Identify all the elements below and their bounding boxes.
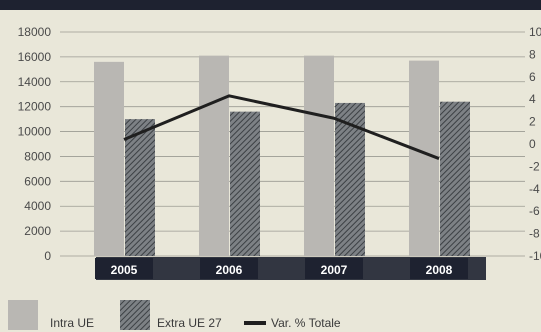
- y-tick-label: 4000: [24, 199, 51, 213]
- y-tick-label: 18000: [18, 25, 52, 39]
- x-tick-label: 2007: [321, 263, 348, 277]
- bar-extra-ue-27: [230, 111, 260, 257]
- x-tick-label: 2008: [426, 263, 453, 277]
- y-tick-label: 10000: [18, 125, 52, 139]
- bar-extra-ue-27: [125, 119, 155, 256]
- y-tick-label: 12000: [18, 100, 52, 114]
- bar-intra-ue: [199, 55, 229, 257]
- y2-tick-label: -10: [529, 249, 541, 263]
- bar-intra-ue: [304, 55, 334, 257]
- legend-swatch-var-totale: [244, 321, 266, 325]
- line-var-totale: [123, 94, 440, 160]
- y2-tick-label: -8: [529, 227, 540, 241]
- header-band: [0, 0, 541, 10]
- bar-extra-ue-27: [440, 101, 470, 256]
- legend-label-intra-ue: Intra UE: [50, 316, 94, 330]
- y2-tick-label: 0: [529, 137, 536, 151]
- legend-label-extra-ue-27: Extra UE 27: [157, 316, 222, 330]
- legend-swatch-extra-ue-27: [120, 300, 150, 330]
- bar-intra-ue: [94, 61, 124, 256]
- y-tick-label: 14000: [18, 75, 52, 89]
- year-box: [95, 258, 153, 279]
- y-tick-label: 16000: [18, 50, 52, 64]
- y-tick-label: 2000: [24, 224, 51, 238]
- y-tick-label: 0: [44, 249, 51, 263]
- bar-intra-ue: [409, 60, 439, 256]
- y2-tick-label: 10: [529, 25, 541, 39]
- y2-tick-label: -2: [529, 159, 540, 173]
- y2-tick-label: 4: [529, 92, 536, 106]
- year-box: [410, 258, 468, 279]
- year-box: [200, 258, 258, 279]
- legend-swatch-intra-ue: [8, 300, 38, 330]
- y2-tick-label: -6: [529, 204, 540, 218]
- y2-tick-label: 8: [529, 47, 536, 61]
- y2-tick-label: 6: [529, 70, 536, 84]
- y-tick-label: 8000: [24, 149, 51, 163]
- x-tick-label: 2006: [216, 263, 243, 277]
- y2-tick-label: -4: [529, 182, 540, 196]
- y-tick-label: 6000: [24, 174, 51, 188]
- x-axis-band: [96, 257, 486, 280]
- year-box: [305, 258, 363, 279]
- x-tick-label: 2005: [111, 263, 138, 277]
- legend-label-var-totale: Var. % Totale: [271, 316, 341, 330]
- y2-tick-label: 2: [529, 115, 536, 129]
